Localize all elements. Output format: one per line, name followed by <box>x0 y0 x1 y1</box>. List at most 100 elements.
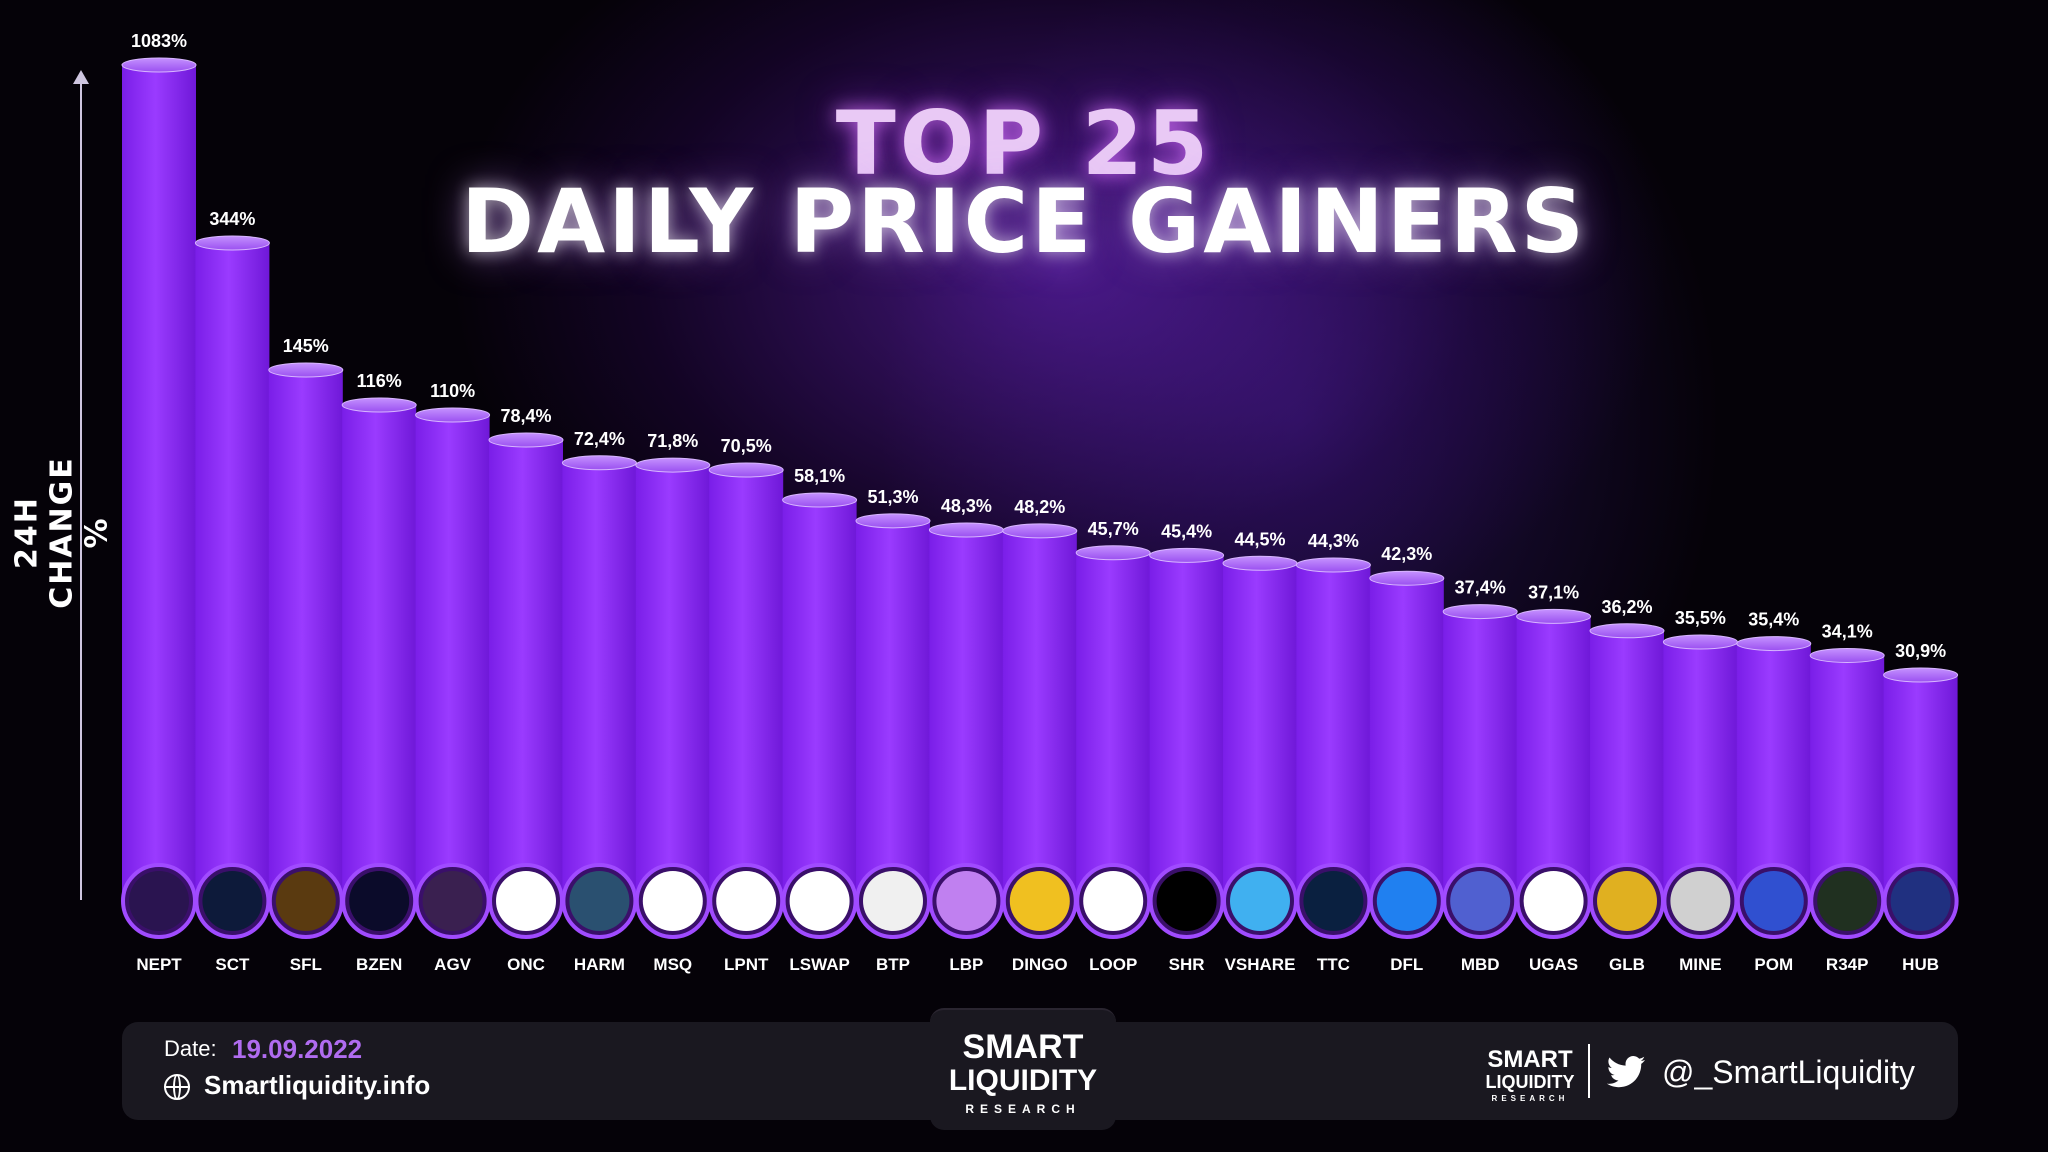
bar-nept <box>122 65 196 900</box>
value-label: 35,5% <box>1675 608 1726 628</box>
bar-cap-sfl <box>268 362 344 378</box>
logo-right-line3: RESEARCH <box>1491 1094 1569 1103</box>
twitter-icon[interactable] <box>1606 1056 1646 1088</box>
category-label: MINE <box>1679 955 1722 974</box>
globe-icon <box>164 1074 190 1100</box>
footer-divider <box>1588 1044 1590 1098</box>
value-label: 116% <box>357 371 402 391</box>
token-logo-nept-icon <box>129 871 189 931</box>
bar-cap-vshare <box>1222 555 1298 571</box>
bar-cap-dfl <box>1369 570 1445 586</box>
token-logo-harm-icon <box>569 871 630 931</box>
logo-center-line1: SMART <box>962 1028 1084 1066</box>
value-label: 44,3% <box>1308 531 1359 551</box>
value-label: 34,1% <box>1822 621 1873 641</box>
value-label: 58,1% <box>794 466 845 486</box>
value-label: 70,5% <box>721 436 772 456</box>
category-label: DFL <box>1390 955 1423 974</box>
bar-cap-sct <box>194 235 270 251</box>
category-label: LSWAP <box>789 955 849 974</box>
chart-title-line1: TOP 25 <box>835 92 1213 195</box>
token-logo-mbd-icon <box>1450 871 1511 931</box>
value-label: 37,1% <box>1528 582 1579 602</box>
bar-ttc <box>1296 565 1371 900</box>
token-logo-mine-icon <box>1670 871 1731 931</box>
bar-cap-lswap <box>782 492 858 508</box>
bar-cap-harm <box>561 455 637 471</box>
category-label: MSQ <box>653 955 692 974</box>
token-logo-sfl-icon <box>275 871 336 931</box>
value-label: 45,4% <box>1161 521 1212 541</box>
value-label: 145% <box>283 336 329 356</box>
bar-onc <box>489 440 563 900</box>
value-label: 35,4% <box>1748 610 1799 630</box>
category-label: UGAS <box>1529 955 1578 974</box>
value-label: 48,2% <box>1014 497 1065 517</box>
token-logo-onc-icon <box>496 871 556 931</box>
bar-lswap <box>782 500 857 900</box>
bar-lbp <box>929 530 1004 900</box>
category-label: NEPT <box>136 955 182 974</box>
token-logo-hub-icon <box>1890 871 1951 931</box>
bar-cap-lbp <box>928 522 1004 538</box>
chart-title-line2: DAILY PRICE GAINERS <box>461 170 1587 273</box>
bar-cap-nept <box>121 57 197 73</box>
date-value: 19.09.2022 <box>232 1034 363 1064</box>
token-logo-dfl-icon <box>1376 871 1437 931</box>
category-label: VSHARE <box>1225 955 1296 974</box>
bar-dingo <box>1002 530 1077 900</box>
value-label: 51,3% <box>867 487 918 507</box>
bar-cap-bzen <box>341 397 417 413</box>
value-label: 48,3% <box>941 496 992 516</box>
bar-mine <box>1663 642 1738 900</box>
category-label: R34P <box>1826 955 1869 974</box>
bar-cap-dingo <box>1002 523 1078 539</box>
bar-cap-onc <box>488 432 564 448</box>
bar-shr <box>1149 555 1224 900</box>
token-logo-glb-icon <box>1597 871 1657 931</box>
bar-bzen <box>342 405 417 900</box>
token-logo-r34p-icon <box>1817 871 1878 931</box>
token-logo-lbp-icon <box>936 871 997 931</box>
category-label: SCT <box>215 955 250 974</box>
token-logo-ugas-icon <box>1523 871 1584 931</box>
bar-cap-shr <box>1149 547 1225 563</box>
value-label: 45,7% <box>1088 519 1139 539</box>
date-label: Date: <box>164 1036 217 1061</box>
category-label: LBP <box>949 955 983 974</box>
token-logo-dingo-icon <box>1009 871 1070 931</box>
logo-right-line2: LIQUIDITY <box>1485 1072 1575 1092</box>
value-label: 78,4% <box>500 406 551 426</box>
bar-cap-lpnt <box>708 462 784 478</box>
token-logo-bzen-icon <box>349 871 410 931</box>
footer-logo-tab <box>930 1008 1116 1130</box>
bar-ugas <box>1516 616 1591 900</box>
twitter-handle[interactable]: @_SmartLiquidity <box>1662 1054 1916 1090</box>
bar-cap-ugas <box>1516 608 1592 624</box>
website-link[interactable]: Smartliquidity.info <box>204 1070 431 1100</box>
category-label: MBD <box>1461 955 1500 974</box>
bar-agv <box>415 415 490 900</box>
logo-center-line3: RESEARCH <box>965 1102 1081 1116</box>
category-label: SFL <box>290 955 322 974</box>
category-label: LOOP <box>1089 955 1137 974</box>
bar-sct <box>195 243 270 900</box>
token-logo-ttc-icon <box>1303 871 1364 931</box>
bar-cap-btp <box>855 513 931 529</box>
category-label: HUB <box>1902 955 1939 974</box>
bar-cap-hub <box>1883 667 1959 683</box>
category-label: BTP <box>876 955 910 974</box>
y-axis-arrow-icon <box>73 70 89 84</box>
value-label: 110% <box>430 381 475 401</box>
bar-cap-glb <box>1589 623 1665 639</box>
bar-harm <box>562 462 637 900</box>
bar-cap-mbd <box>1442 604 1518 620</box>
bar-loop <box>1076 552 1151 900</box>
bar-vshare <box>1223 563 1297 900</box>
bar-cap-r34p <box>1809 647 1885 663</box>
value-label: 72,4% <box>574 429 625 449</box>
bar-glb <box>1590 630 1664 900</box>
bar-mbd <box>1443 611 1518 900</box>
category-label: SHR <box>1169 955 1205 974</box>
token-logo-agv-icon <box>422 871 483 931</box>
